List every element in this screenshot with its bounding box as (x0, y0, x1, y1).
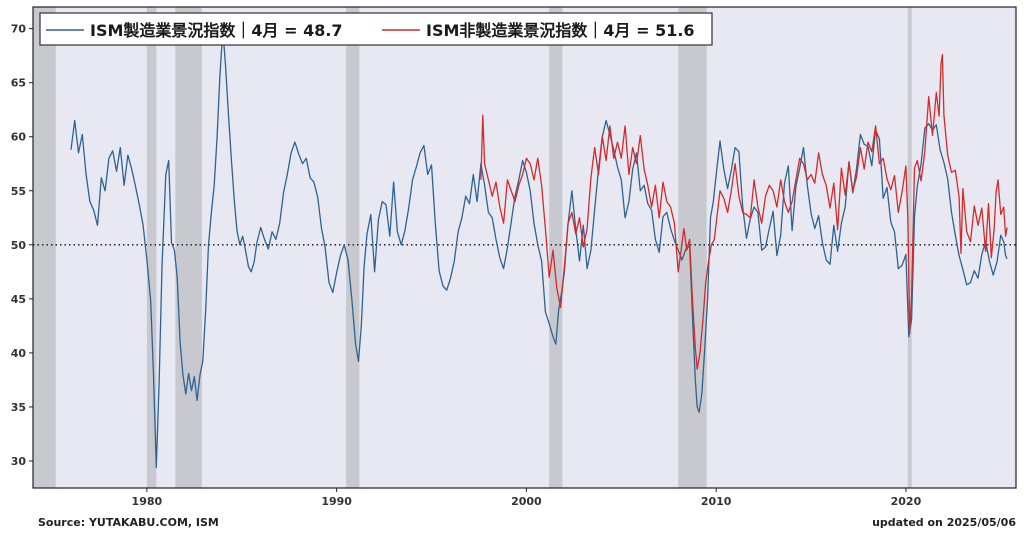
x-tick-label: 1980 (132, 495, 163, 508)
x-tick-label: 1990 (321, 495, 352, 508)
y-tick-label: 40 (11, 347, 27, 360)
y-tick-label: 55 (11, 185, 26, 198)
y-tick-label: 65 (11, 77, 26, 90)
x-tick-label: 2010 (701, 495, 732, 508)
updated-note: updated on 2025/05/06 (872, 516, 1016, 529)
y-tick-label: 45 (11, 293, 26, 306)
x-tick-label: 2000 (511, 495, 542, 508)
recession-band (175, 7, 202, 488)
plot-frame (32, 6, 1017, 489)
series-line-services (480, 53, 1008, 370)
y-tick-label: 30 (11, 455, 27, 468)
legend-box (39, 12, 713, 46)
recession-bands (33, 7, 912, 488)
source-note: Source: YUTAKABU.COM, ISM (38, 516, 219, 529)
recession-band (907, 7, 912, 488)
series-lines (70, 29, 1008, 469)
y-axis: 30 35 40 45 50 55 60 65 70 (11, 23, 33, 468)
x-axis: 1980 1990 2000 2010 2020 (132, 488, 922, 508)
recession-band (146, 7, 157, 488)
y-tick-label: 35 (11, 401, 26, 414)
recession-band (678, 7, 707, 488)
y-tick-label: 50 (11, 239, 27, 252)
y-tick-label: 70 (11, 23, 27, 36)
legend-label: ISM製造業景況指数｜4月 = 48.7 (90, 21, 343, 40)
recession-band (33, 7, 56, 488)
x-tick-label: 2020 (891, 495, 922, 508)
y-tick-label: 60 (11, 131, 27, 144)
legend: ISM製造業景況指数｜4月 = 48.7 ISM非製造業景況指数｜4月 = 51.… (39, 12, 713, 46)
recession-band (549, 7, 563, 488)
legend-label: ISM非製造業景況指数｜4月 = 51.6 (426, 21, 695, 40)
recession-band (346, 7, 360, 488)
